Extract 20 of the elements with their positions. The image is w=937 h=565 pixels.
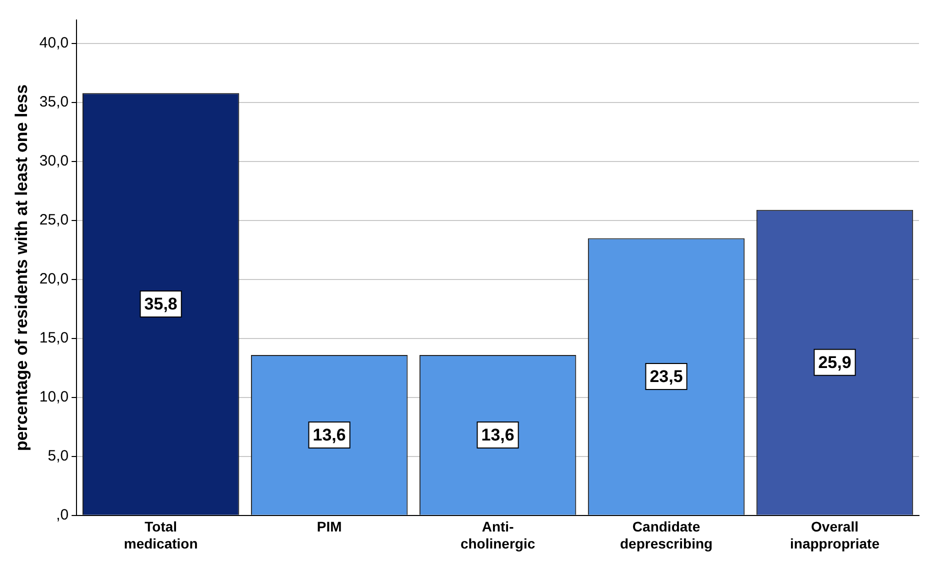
- y-tick-label: 35,0: [39, 94, 69, 111]
- data-label: 13,6: [481, 426, 514, 445]
- y-tick-label: 40,0: [39, 34, 69, 52]
- y-tick-label: 10,0: [39, 388, 69, 406]
- y-tick-label: 30,0: [39, 152, 69, 170]
- data-label: 13,6: [312, 426, 346, 445]
- x-tick-label: Candidate deprescribing: [620, 518, 713, 552]
- y-tick-label: 5,0: [48, 448, 69, 465]
- data-label: 35,8: [144, 294, 178, 314]
- x-tick-label: Total medication: [124, 518, 198, 552]
- y-tick-label: 15,0: [39, 330, 69, 347]
- x-tick-label: Anti-cholinergic: [460, 518, 536, 552]
- y-axis-title: percentage of residents with at least one less: [12, 84, 31, 451]
- data-label: 23,5: [650, 367, 683, 386]
- y-tick-label: 20,0: [39, 270, 69, 288]
- x-tick-label: PIM: [316, 518, 342, 535]
- data-label: 25,9: [818, 353, 852, 372]
- y-tick-label: ,0: [56, 506, 69, 524]
- y-tick-label: 25,0: [39, 212, 69, 229]
- x-tick-label: Overall inappropriate: [790, 518, 880, 552]
